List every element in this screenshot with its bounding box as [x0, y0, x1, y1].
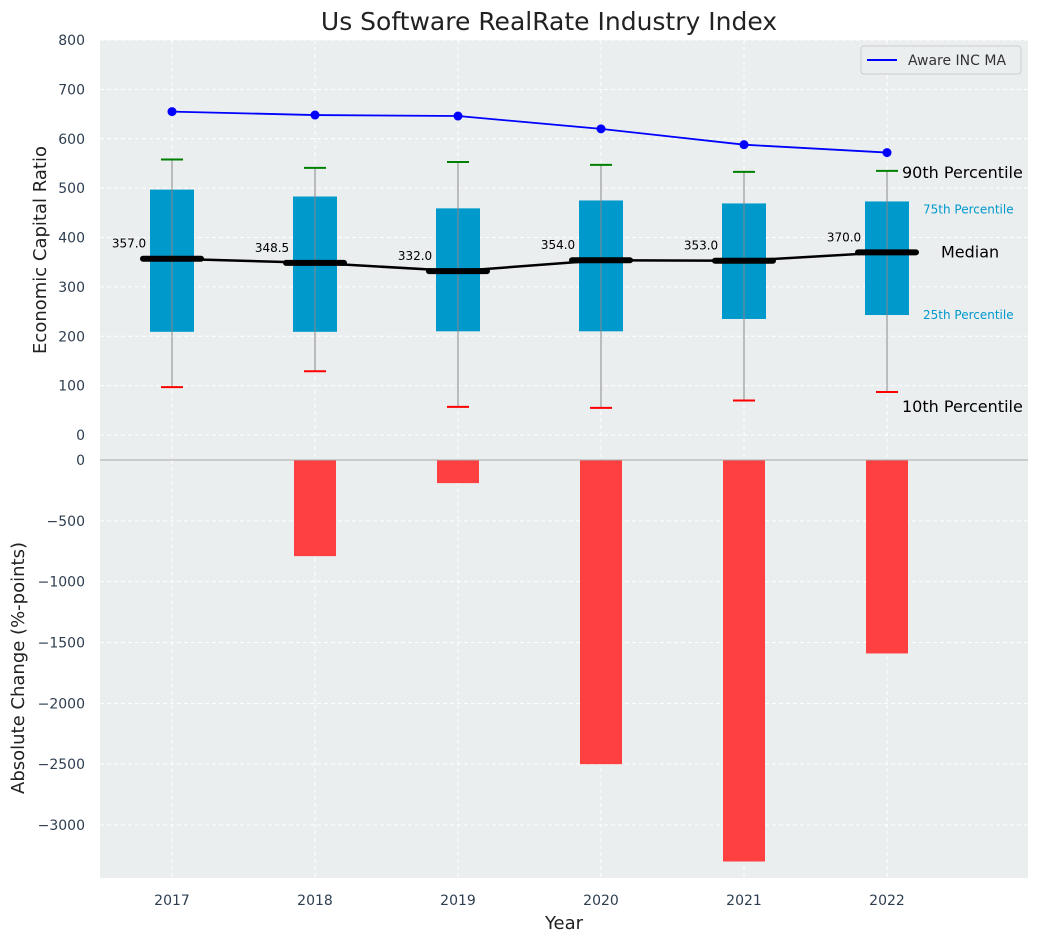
- top-y-tick-label: 100: [58, 379, 85, 395]
- percentile-annotations: 90th Percentile 75th Percentile Median 25th…: [902, 163, 1023, 416]
- company-point: [310, 110, 320, 120]
- p75-annotation: 75th Percentile: [923, 202, 1014, 216]
- x-tick-label: 2017: [154, 893, 190, 909]
- median-value-label: 354.0: [541, 238, 575, 252]
- top-y-tick-label: 800: [58, 33, 85, 49]
- top-y-tick-label: 500: [58, 181, 85, 197]
- legend-label: Aware INC MA: [908, 53, 1006, 69]
- top-y-tick-label: 0: [76, 428, 85, 444]
- change-bar: [580, 460, 622, 765]
- company-point: [739, 140, 749, 150]
- median-value-label: 353.0: [684, 239, 718, 253]
- top-y-tick-labels: 0 100 200 300 400 500 600 700 800: [58, 33, 85, 444]
- top-y-axis-label: Economic Capital Ratio: [30, 146, 51, 354]
- x-tick-label: 2018: [297, 893, 333, 909]
- company-point: [167, 107, 177, 117]
- legend-box: [860, 45, 1022, 75]
- median-value-label: 370.0: [827, 230, 861, 244]
- x-tick-label: 2019: [440, 893, 476, 909]
- p90-annotation: 90th Percentile: [902, 163, 1023, 182]
- company-series-group: [167, 107, 892, 158]
- x-tick-labels: 2017 2018 2019 2020 2021 2022: [154, 893, 905, 909]
- bottom-y-tick-label: −1500: [38, 636, 85, 652]
- bar-group: [294, 460, 908, 862]
- legend: Aware INC MA: [860, 45, 1022, 75]
- bottom-y-tick-label: 0: [76, 453, 85, 469]
- p10-annotation: 10th Percentile: [902, 397, 1023, 416]
- top-y-tick-label: 400: [58, 231, 85, 247]
- x-tick-label: 2022: [869, 893, 905, 909]
- p25-annotation: 25th Percentile: [923, 308, 1014, 322]
- company-line: [171, 110, 888, 154]
- median-value-label: 332.0: [398, 249, 432, 263]
- bottom-y-tick-label: −500: [47, 514, 85, 530]
- median-annotation: Median: [941, 242, 999, 261]
- company-point: [453, 111, 463, 121]
- change-bar: [723, 460, 765, 862]
- bottom-y-tick-label: −2000: [38, 696, 85, 712]
- x-tick-label: 2020: [583, 893, 619, 909]
- x-axis-label: Year: [544, 913, 584, 934]
- top-y-tick-label: 200: [58, 329, 85, 345]
- change-bar: [294, 460, 336, 557]
- top-y-tick-label: 300: [58, 280, 85, 296]
- change-bar: [437, 460, 479, 484]
- x-tick-label: 2021: [726, 893, 762, 909]
- top-y-tick-label: 700: [58, 82, 85, 98]
- company-point: [882, 148, 892, 158]
- median-value-label: 357.0: [112, 237, 146, 251]
- company-point: [596, 124, 606, 134]
- change-bar: [866, 460, 908, 654]
- top-y-tick-label: 600: [58, 132, 85, 148]
- bottom-y-tick-label: −3000: [38, 818, 85, 834]
- bottom-y-tick-label: −1000: [38, 575, 85, 591]
- box-plot-group: 357.0 348.5 332.0 354.0 353.0 370.0: [112, 158, 919, 409]
- bottom-y-axis-label: Absolute Change (%-points): [8, 542, 29, 794]
- chart-title: Us Software RealRate Industry Index: [321, 7, 777, 36]
- median-value-label: 348.5: [255, 241, 289, 255]
- bottom-y-tick-labels: 0 −500 −1000 −1500 −2000 −2500 −3000: [38, 453, 85, 834]
- bottom-y-tick-label: −2500: [38, 757, 85, 773]
